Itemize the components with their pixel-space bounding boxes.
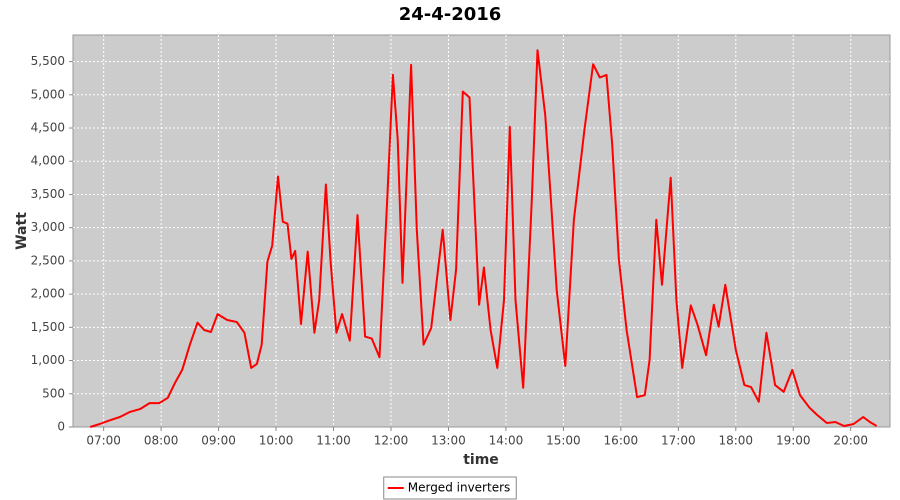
- x-tick-label: 09:00: [201, 434, 236, 448]
- y-tick-label: 500: [42, 386, 65, 400]
- y-tick-label: 3,500: [31, 187, 65, 201]
- x-tick-label: 12:00: [374, 434, 409, 448]
- chart-title: 24-4-2016: [399, 4, 502, 25]
- y-tick-label: 5,000: [31, 87, 65, 101]
- x-axis-label: time: [463, 452, 499, 468]
- x-tick-label: 17:00: [661, 434, 696, 448]
- x-tick-label: 18:00: [718, 434, 753, 448]
- y-tick-label: 1,500: [31, 320, 65, 334]
- legend-text: Merged inverters: [408, 481, 511, 495]
- plot-area: [72, 34, 891, 428]
- y-tick-label: 2,000: [31, 287, 65, 301]
- x-tick-label: 15:00: [546, 434, 581, 448]
- y-tick-label: 1,000: [31, 353, 65, 367]
- x-tick-label: 19:00: [776, 434, 811, 448]
- x-tick-label: 16:00: [604, 434, 639, 448]
- y-tick-label: 4,000: [31, 154, 65, 168]
- x-tick-label: 10:00: [259, 434, 294, 448]
- x-tick-label: 14:00: [489, 434, 524, 448]
- data-line: [89, 49, 878, 428]
- x-tick-label: 11:00: [316, 434, 351, 448]
- y-tick-label: 3,000: [31, 220, 65, 234]
- y-tick-label: 2,500: [31, 253, 65, 267]
- y-tick-label: 5,500: [31, 54, 65, 68]
- y-axis-label: Watt: [14, 212, 30, 250]
- x-tick-label: 20:00: [833, 434, 868, 448]
- y-tick-label: 0: [57, 420, 65, 434]
- x-tick-label: 08:00: [144, 434, 179, 448]
- legend-item: Merged inverters: [383, 476, 517, 500]
- x-tick-label: 07:00: [86, 434, 121, 448]
- legend-box: [383, 476, 517, 500]
- x-tick-label: 13:00: [431, 434, 466, 448]
- y-tick-label: 4,500: [31, 121, 65, 135]
